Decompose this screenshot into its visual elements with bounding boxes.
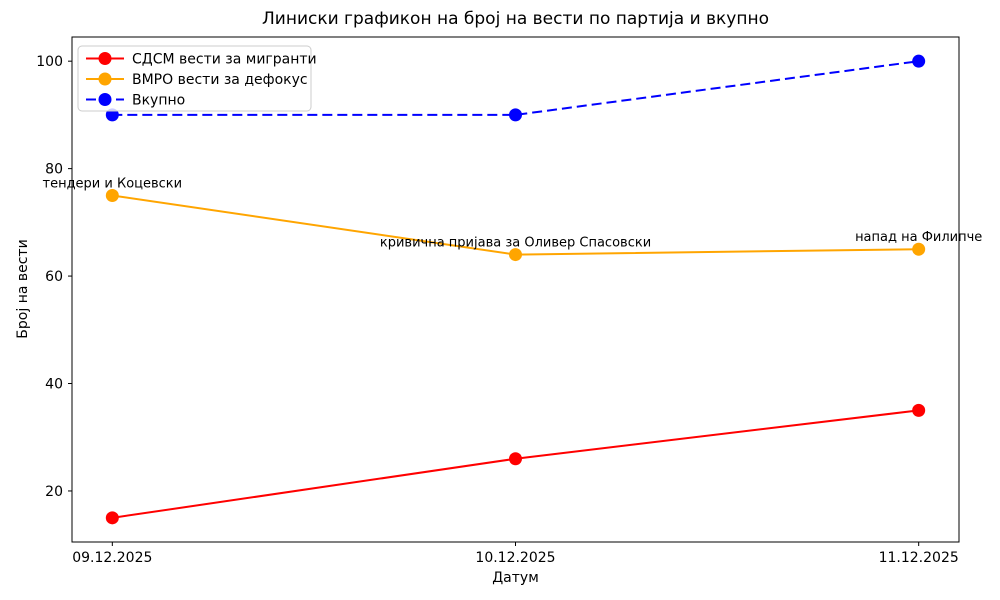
annotation-1: кривична пријава за Оливер Спасовски	[380, 236, 651, 251]
data-point-1-1	[509, 248, 522, 262]
data-point-0-1	[509, 452, 522, 466]
data-point-0-2	[912, 403, 926, 417]
y-tick-label: 80	[45, 162, 63, 178]
legend-label-1: ВМРО вести за дефокус	[132, 72, 308, 88]
annotation-2: напад на Филипче	[855, 230, 982, 245]
data-point-1-2	[912, 242, 926, 256]
data-point-2-0	[105, 108, 119, 122]
y-tick-label: 40	[45, 377, 63, 393]
legend-sample-marker-2	[98, 93, 112, 106]
x-tick-label: 09.12.2025	[72, 550, 152, 566]
y-tick-label: 100	[36, 54, 63, 70]
data-point-1-0	[105, 188, 119, 202]
chart-title: Линиски графикон на број на вести по пар…	[262, 9, 769, 29]
legend-sample-marker-1	[98, 72, 112, 86]
legend-label-0: СДСМ вести за мигранти	[132, 52, 317, 68]
legend-sample-marker-0	[98, 52, 112, 65]
y-axis-label: Број на вести	[15, 239, 31, 339]
annotation-0: тендери и Коцевски	[43, 176, 183, 191]
x-axis-label: Датум	[492, 570, 539, 586]
data-point-2-1	[509, 108, 522, 122]
y-tick-label: 60	[45, 269, 63, 285]
legend-label-2: Вкупно	[132, 93, 185, 109]
data-point-0-0	[105, 511, 119, 525]
y-tick-label: 20	[45, 484, 63, 500]
x-tick-label: 11.12.2025	[879, 550, 959, 566]
legend	[77, 45, 312, 112]
x-tick-label: 10.12.2025	[475, 550, 555, 566]
data-point-2-2	[912, 54, 926, 68]
